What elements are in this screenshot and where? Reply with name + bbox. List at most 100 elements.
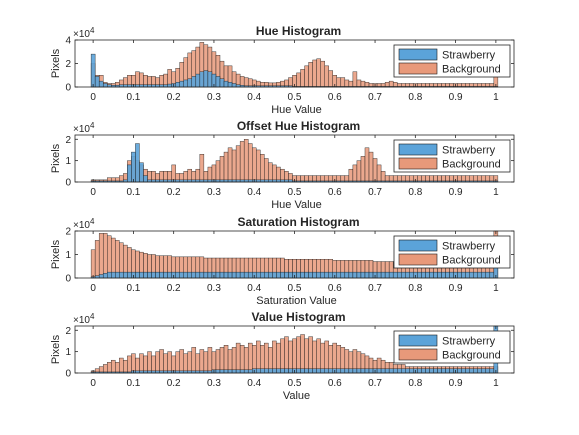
y-exponent-label: ×104 [73,121,95,135]
strawberry-bar [227,271,233,279]
legend-swatch-background [398,62,438,75]
strawberry-bar [336,368,342,374]
background-bar [143,355,148,374]
x-tick-label: 0.6 [328,283,342,294]
strawberry-bar [304,368,309,374]
x-tick-label: 0.9 [449,378,463,389]
strawberry-bar [127,164,132,183]
background-bar [107,362,112,374]
background-bar [123,359,128,374]
strawberry-bar [308,368,313,374]
strawberry-bar [352,271,358,279]
strawberry-bar [477,271,482,279]
strawberry-bar [119,271,124,279]
strawberry-bar [223,369,229,374]
background-bar [360,80,366,88]
strawberry-bar [243,271,249,279]
x-tick-label: 0.8 [408,187,422,198]
chart-title: Hue Histogram [256,24,341,38]
background-bar [296,72,301,88]
background-bar [376,164,382,183]
background-bar [268,162,273,183]
strawberry-bar [191,271,197,279]
background-bar [312,340,317,374]
background-bar [159,349,164,374]
background-bar [107,235,112,279]
strawberry-bar [324,271,329,279]
strawberry-bar [195,73,201,88]
y-axis-label: Pixels [50,334,62,364]
y-tick-label: 0 [65,83,71,94]
x-tick-label: 0.2 [167,92,181,103]
strawberry-bar [348,368,354,374]
strawberry-bar [388,368,394,374]
x-axis-label: Hue Value [271,104,322,116]
background-bar [243,77,249,88]
strawberry-bar [231,271,237,279]
legend-label-background: Background [442,350,501,362]
strawberry-bar [384,368,390,374]
x-tick-label: 0.1 [126,187,140,198]
strawberry-bar [445,368,450,374]
background-bar [352,164,358,183]
strawberry-bar [316,368,321,374]
strawberry-bar [90,53,96,88]
strawberry-bar [485,271,491,279]
strawberry-bar [219,271,225,279]
background-bar [127,355,132,374]
y-axis-label: Pixels [50,239,62,269]
background-bar [102,233,108,279]
strawberry-bar [461,368,466,374]
y-tick-label: 1 [65,250,71,261]
y-exponent-power: 4 [90,26,95,35]
legend-label-strawberry: Strawberry [442,336,496,348]
strawberry-bar [376,368,382,374]
strawberry-bar [485,368,491,374]
x-tick-label: 0.3 [207,283,221,294]
x-tick-label: 0.4 [247,283,261,294]
x-tick-label: 1 [493,378,499,389]
strawberry-bar [405,271,410,279]
strawberry-bar [175,271,180,279]
strawberry-bar [223,80,229,88]
strawberry-bar [260,271,265,279]
strawberry-bar [304,271,309,279]
x-tick-label: 0 [90,187,96,198]
background-bar [264,342,269,374]
strawberry-bar [135,271,140,279]
strawberry-bar [433,271,438,279]
strawberry-bar [397,368,402,374]
background-bar [247,143,253,183]
background-bar [380,171,386,183]
legend-swatch-strawberry [398,48,438,61]
background-bar [296,336,301,374]
x-tick-label: 0 [90,92,96,103]
y-axis-label: Pixels [50,143,62,173]
strawberry-bar [227,369,233,374]
strawberry-bar [421,271,426,279]
strawberry-bar [179,271,184,279]
strawberry-bar [219,78,225,88]
strawberry-bar [111,271,116,279]
background-bar [231,149,237,183]
y-exponent-base: ×10 [73,220,90,231]
chart-2: 0 0.1 0.2 0.3 0.4 0.5 0.6 0.7 0.8 0.9 1 0 1 2×104 Offs… [50,119,515,211]
background-bar [352,71,358,88]
background-bar [372,158,378,183]
y-axis-label: Pixels [50,48,62,78]
strawberry-bar [260,368,265,374]
strawberry-bar [203,271,209,279]
strawberry-bar [340,271,346,279]
strawberry-bar [155,271,160,279]
strawberry-bar [384,271,390,279]
strawberry-bar [356,368,362,374]
background-bar [191,347,197,374]
legend-swatch-background [398,348,438,361]
background-bar [308,62,313,88]
background-bar [364,147,370,183]
background-bar [90,249,96,279]
background-bar [151,355,156,374]
strawberry-bar [437,368,442,374]
chart-title: Saturation Histogram [237,215,359,229]
